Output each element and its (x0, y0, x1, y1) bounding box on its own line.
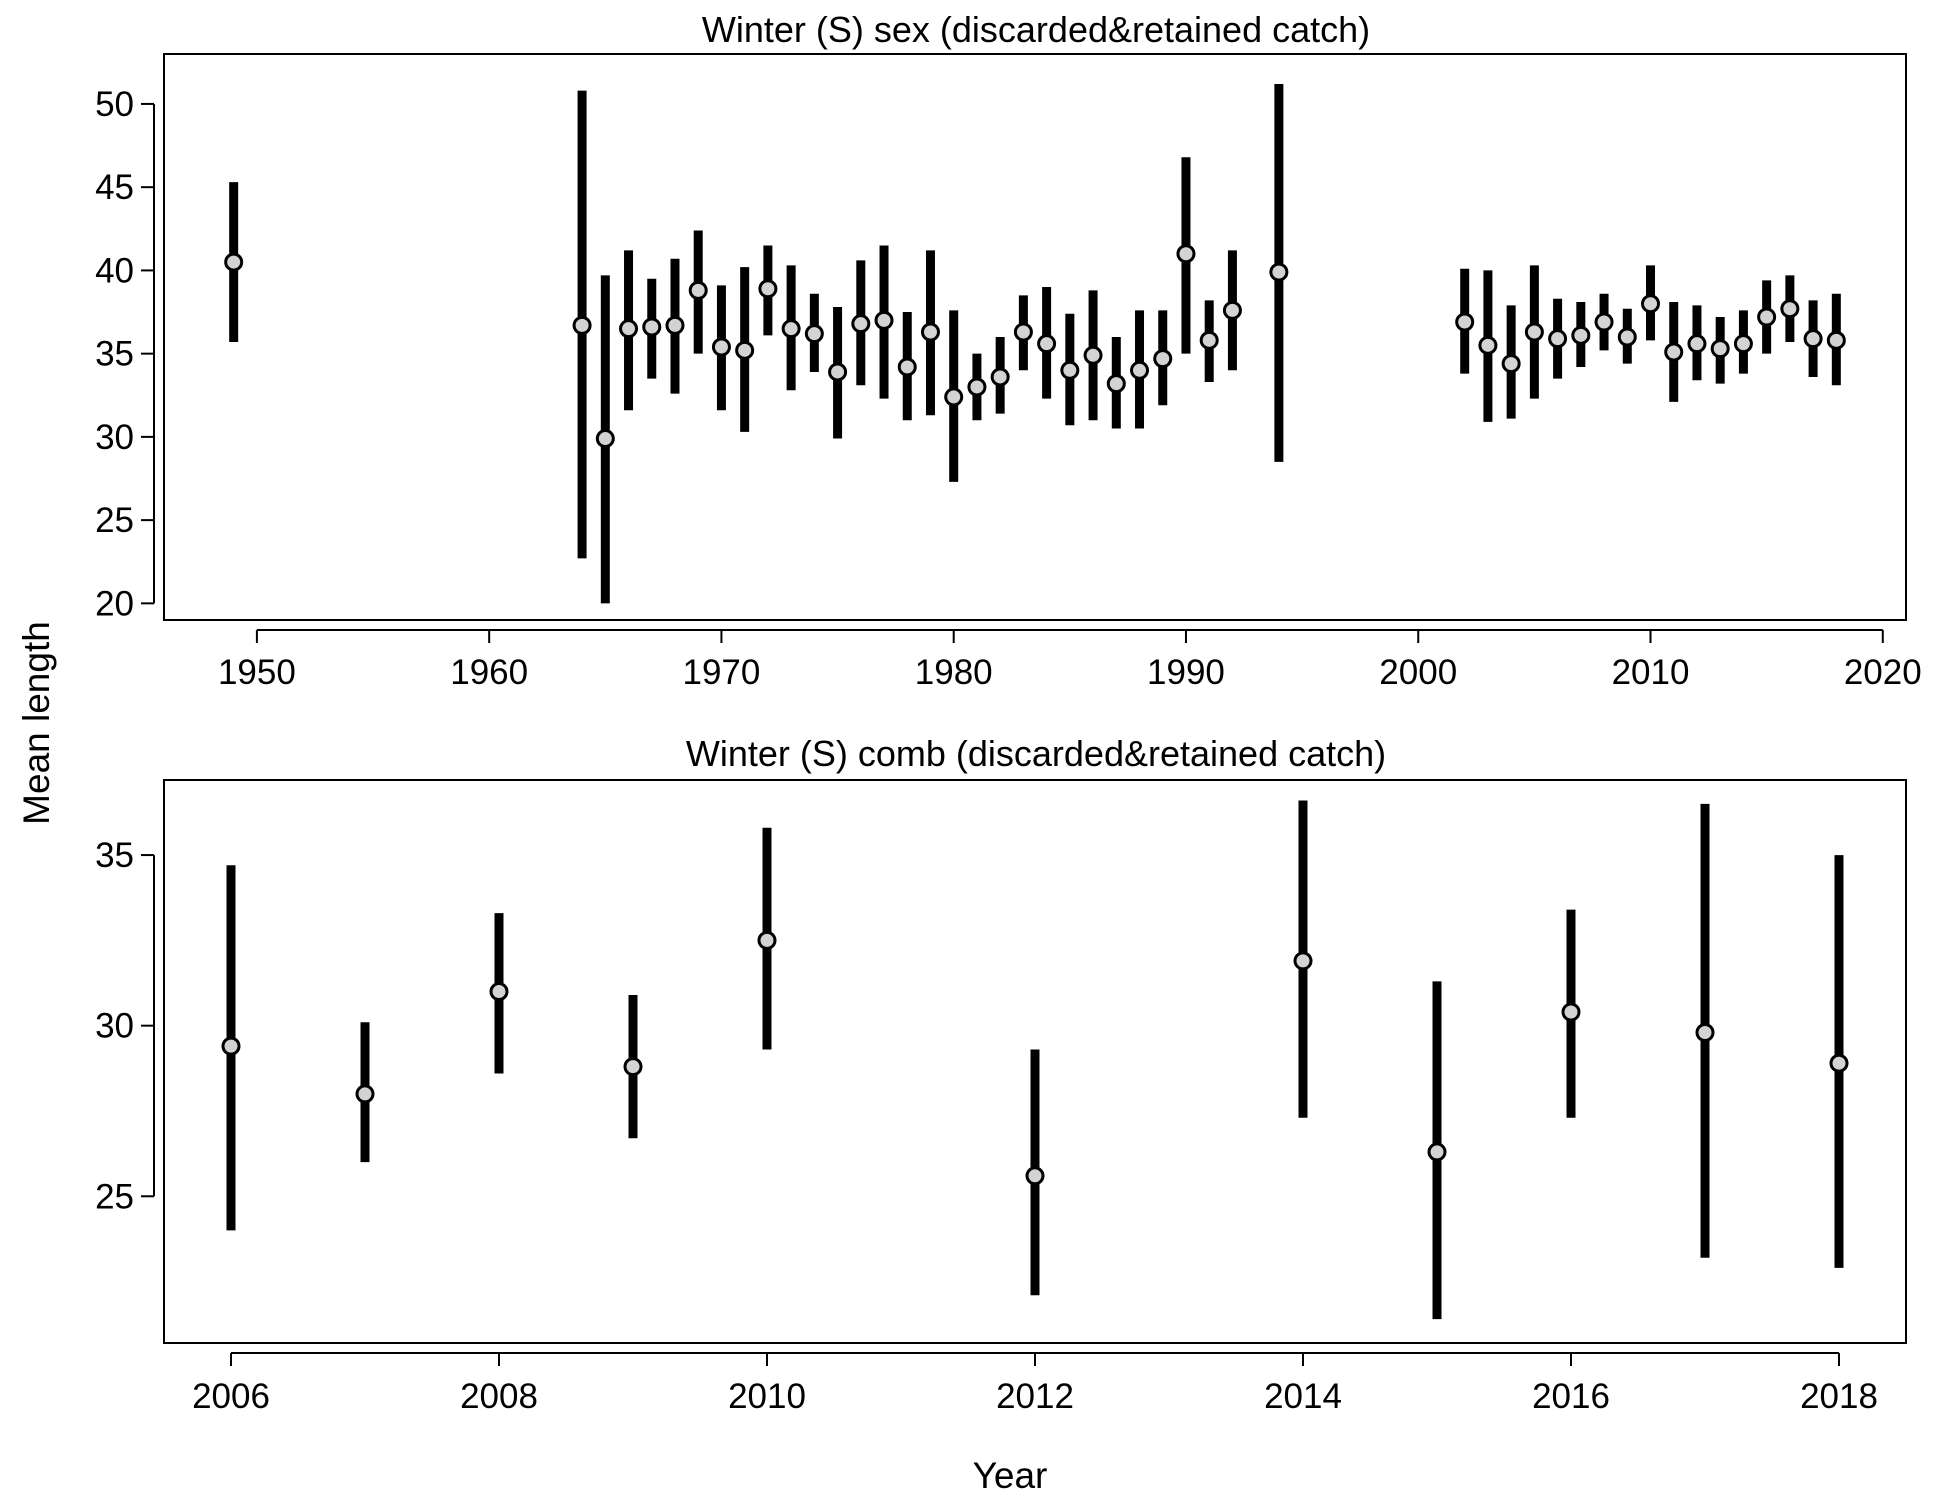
y-tick-label: 25 (95, 501, 134, 540)
y-tick-label: 30 (95, 418, 134, 457)
mean-point (1060, 360, 1080, 380)
mean-point (1641, 294, 1661, 314)
mean-point (1571, 325, 1591, 345)
mean-point (1106, 374, 1126, 394)
mean-point (711, 337, 731, 357)
mean-point (1025, 1166, 1045, 1186)
mean-point (1594, 312, 1614, 332)
mean-point (224, 252, 244, 272)
mean-point (1455, 312, 1475, 332)
x-tick-label: 2016 (1532, 1377, 1610, 1416)
x-tick-label: 1980 (915, 653, 993, 692)
panel-sex: Winter (S) sex (discarded&retained catch… (95, 9, 1922, 692)
x-tick-label: 2006 (192, 1377, 270, 1416)
panel-comb: Winter (S) comb (discarded&retained catc… (95, 733, 1907, 1416)
mean-point (897, 357, 917, 377)
panel-sex-title: Winter (S) sex (discarded&retained catch… (702, 9, 1370, 50)
mean-point (1710, 339, 1730, 359)
mean-point (1478, 335, 1498, 355)
mean-point (1826, 330, 1846, 350)
y-axis-title: Mean length (16, 621, 57, 825)
x-tick-label: 1960 (450, 653, 528, 692)
mean-point (1687, 334, 1707, 354)
y-tick-label: 20 (95, 584, 134, 623)
mean-point (1427, 1142, 1447, 1162)
y-tick-label: 25 (95, 1177, 134, 1216)
y-tick-label: 50 (95, 85, 134, 124)
mean-point (1269, 262, 1289, 282)
mean-point (920, 322, 940, 342)
mean-point (1548, 329, 1568, 349)
mean-point (1780, 299, 1800, 319)
mean-point (1013, 322, 1033, 342)
x-tick-label: 2010 (728, 1377, 806, 1416)
mean-point (944, 387, 964, 407)
mean-point (1293, 951, 1313, 971)
x-tick-label: 1990 (1147, 653, 1225, 692)
y-tick-label: 45 (95, 168, 134, 207)
mean-point (758, 279, 778, 299)
mean-point (1176, 244, 1196, 264)
mean-point (221, 1036, 241, 1056)
mean-point (619, 319, 639, 339)
mean-point (1695, 1022, 1715, 1042)
mean-point (1733, 334, 1753, 354)
mean-point (781, 319, 801, 339)
panel-sex-marks: 1950 1960 1970 1980 1990 2000 2010 202020253035… (95, 83, 1922, 692)
x-tick-label: 2000 (1379, 653, 1457, 692)
x-tick-label: 2018 (1800, 1377, 1878, 1416)
mean-point (804, 324, 824, 344)
x-axis-title: Year (973, 1455, 1048, 1496)
panel-comb-plot-frame (163, 779, 1907, 1344)
panel-comb-marks: 2006 2008 2010 2012 2014 2016 2018 25 30 35 (95, 800, 1878, 1416)
y-tick-label: 35 (95, 836, 134, 875)
y-tick-label: 40 (95, 251, 134, 290)
mean-point (595, 429, 615, 449)
mean-point (1501, 354, 1521, 374)
mean-point (1199, 330, 1219, 350)
panel-sex-plot-frame (163, 53, 1907, 621)
mean-point (355, 1084, 375, 1104)
mean-point (623, 1057, 643, 1077)
mean-point (735, 340, 755, 360)
x-tick-label: 1970 (683, 653, 761, 692)
mean-point (967, 377, 987, 397)
mean-point (1037, 334, 1057, 354)
panel-comb-title: Winter (S) comb (discarded&retained catc… (686, 733, 1386, 774)
x-tick-label: 2014 (1264, 1377, 1342, 1416)
mean-point (851, 314, 871, 334)
mean-point (1083, 345, 1103, 365)
mean-point (1664, 342, 1684, 362)
mean-point (1524, 322, 1544, 342)
x-tick-label: 2008 (460, 1377, 538, 1416)
mean-point (489, 982, 509, 1002)
mean-point (665, 315, 685, 335)
mean-point (1153, 349, 1173, 369)
x-tick-label: 2012 (996, 1377, 1074, 1416)
mean-point (1222, 300, 1242, 320)
y-tick-label: 30 (95, 1007, 134, 1046)
mean-point (1617, 327, 1637, 347)
x-tick-label: 2010 (1612, 653, 1690, 692)
mean-point (642, 317, 662, 337)
mean-point (1561, 1002, 1581, 1022)
mean-point (688, 280, 708, 300)
x-tick-label: 1950 (218, 653, 296, 692)
mean-point (1757, 307, 1777, 327)
mean-point (828, 362, 848, 382)
y-tick-label: 35 (95, 335, 134, 374)
mean-point (1803, 329, 1823, 349)
mean-point (757, 930, 777, 950)
mean-point (990, 367, 1010, 387)
mean-point (1130, 360, 1150, 380)
mean-point (572, 315, 592, 335)
mean-point (874, 310, 894, 330)
mean-point (1829, 1053, 1849, 1073)
x-tick-label: 2020 (1844, 653, 1922, 692)
